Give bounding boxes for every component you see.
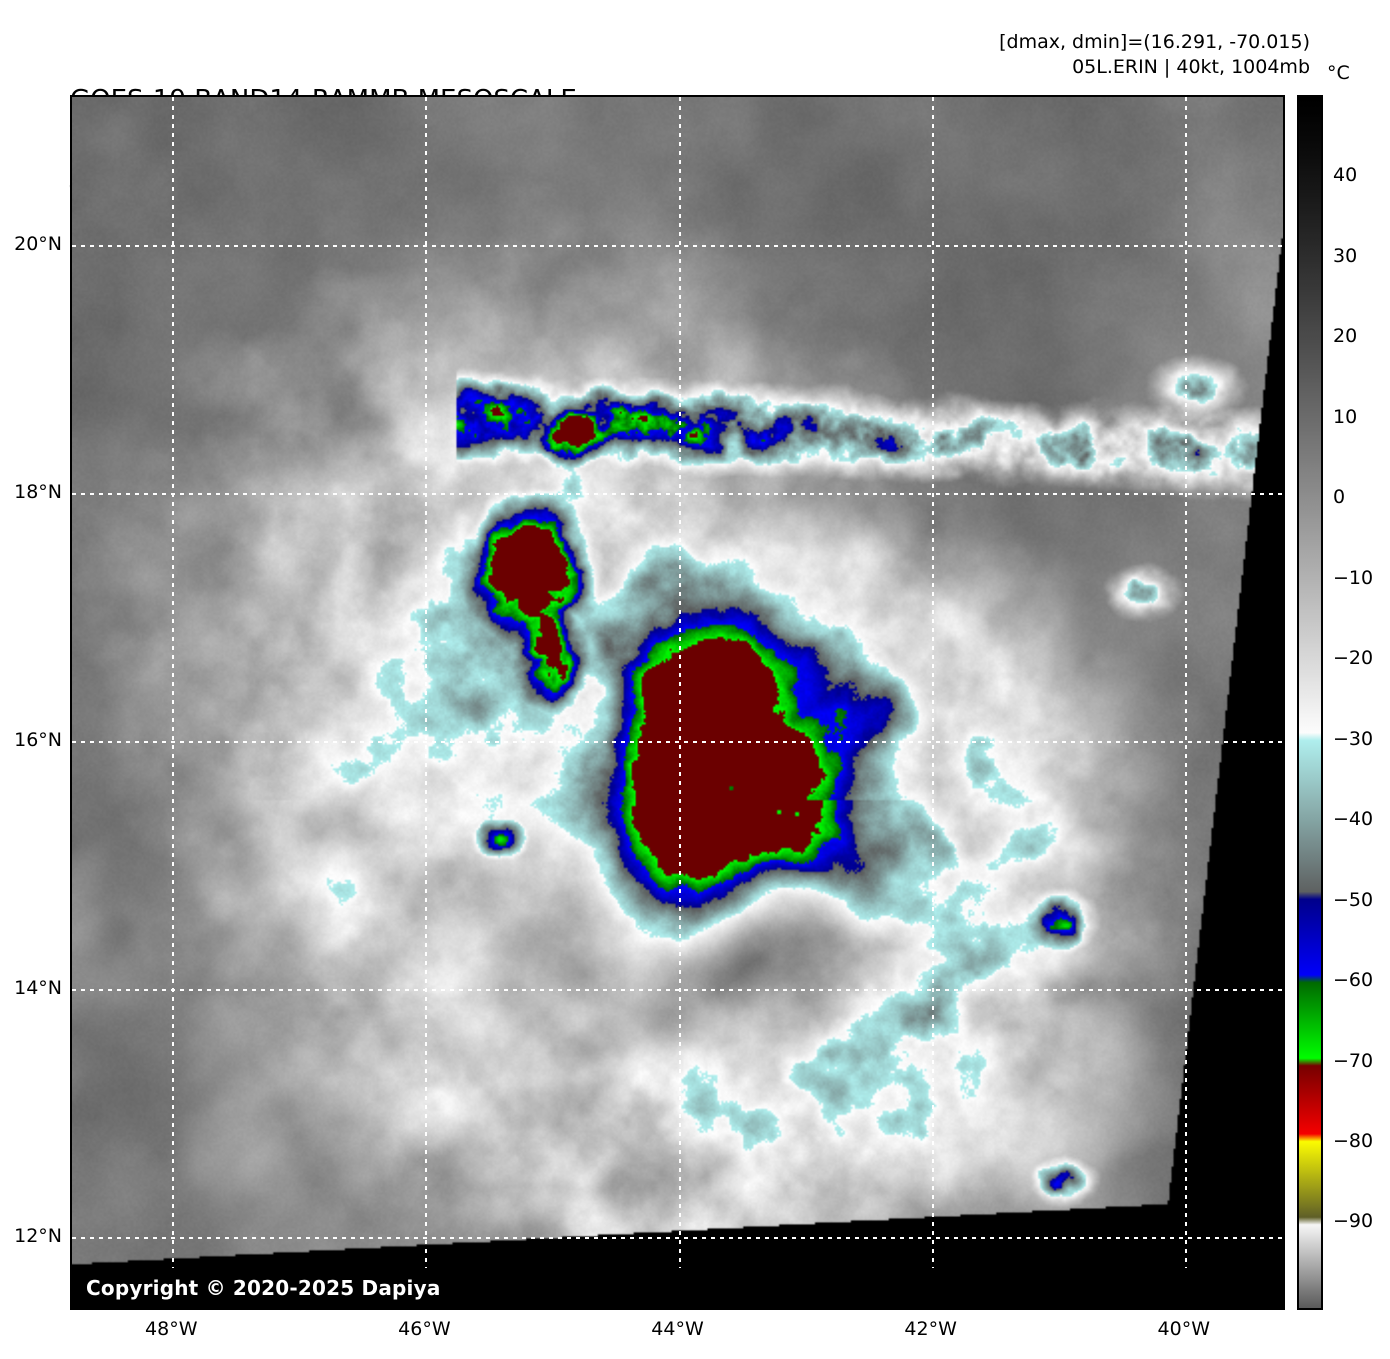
colorbar-tick-label: −90 <box>1333 1210 1374 1233</box>
copyright-label: Copyright © 2020-2025 Dapiya <box>86 1276 441 1300</box>
colorbar-tick-label: 10 <box>1333 405 1358 428</box>
colorbar-tick-label: 0 <box>1333 486 1346 509</box>
lon-tick-label: 44°W <box>651 1318 704 1340</box>
colorbar-tick-label: −50 <box>1333 888 1374 911</box>
lon-tick-label: 42°W <box>904 1318 957 1340</box>
colorbar-tick-label: −70 <box>1333 1049 1374 1072</box>
storm-info-label: 05L.ERIN | 40kt, 1004mb <box>1072 56 1310 78</box>
colorbar-tick-label: 20 <box>1333 325 1358 348</box>
infrared-satellite-imagery <box>72 97 1283 1308</box>
colorbar-unit-label: °C <box>1327 62 1350 84</box>
colorbar-gradient <box>1299 97 1321 1308</box>
lat-tick-label: 16°N <box>14 728 62 751</box>
lat-tick-label: 18°N <box>14 480 62 503</box>
colorbar-tick-label: 40 <box>1333 164 1358 187</box>
colorbar-tick-label: −30 <box>1333 727 1374 750</box>
colorbar-tick-label: −10 <box>1333 566 1374 589</box>
colorbar-tick-label: −20 <box>1333 647 1374 670</box>
lat-tick-label: 20°N <box>14 232 62 255</box>
colorbar-tick-label: 30 <box>1333 244 1358 267</box>
metadata-block: [dmax, dmin]=(16.291, -70.015) 05L.ERIN … <box>999 30 1310 80</box>
colorbar-tick-label: −40 <box>1333 808 1374 831</box>
satellite-image-panel: Copyright © 2020-2025 Dapiya <box>70 95 1285 1310</box>
colorbar-tick-label: −60 <box>1333 969 1374 992</box>
lon-tick-label: 40°W <box>1157 1318 1210 1340</box>
lon-tick-label: 46°W <box>398 1318 451 1340</box>
temperature-colorbar <box>1297 95 1323 1310</box>
lat-tick-label: 12°N <box>14 1224 62 1247</box>
data-range-label: [dmax, dmin]=(16.291, -70.015) <box>999 31 1310 53</box>
copyright-bar: Copyright © 2020-2025 Dapiya <box>72 1268 1283 1308</box>
lon-tick-label: 48°W <box>145 1318 198 1340</box>
colorbar-tick-label: −80 <box>1333 1130 1374 1153</box>
lat-tick-label: 14°N <box>14 976 62 999</box>
